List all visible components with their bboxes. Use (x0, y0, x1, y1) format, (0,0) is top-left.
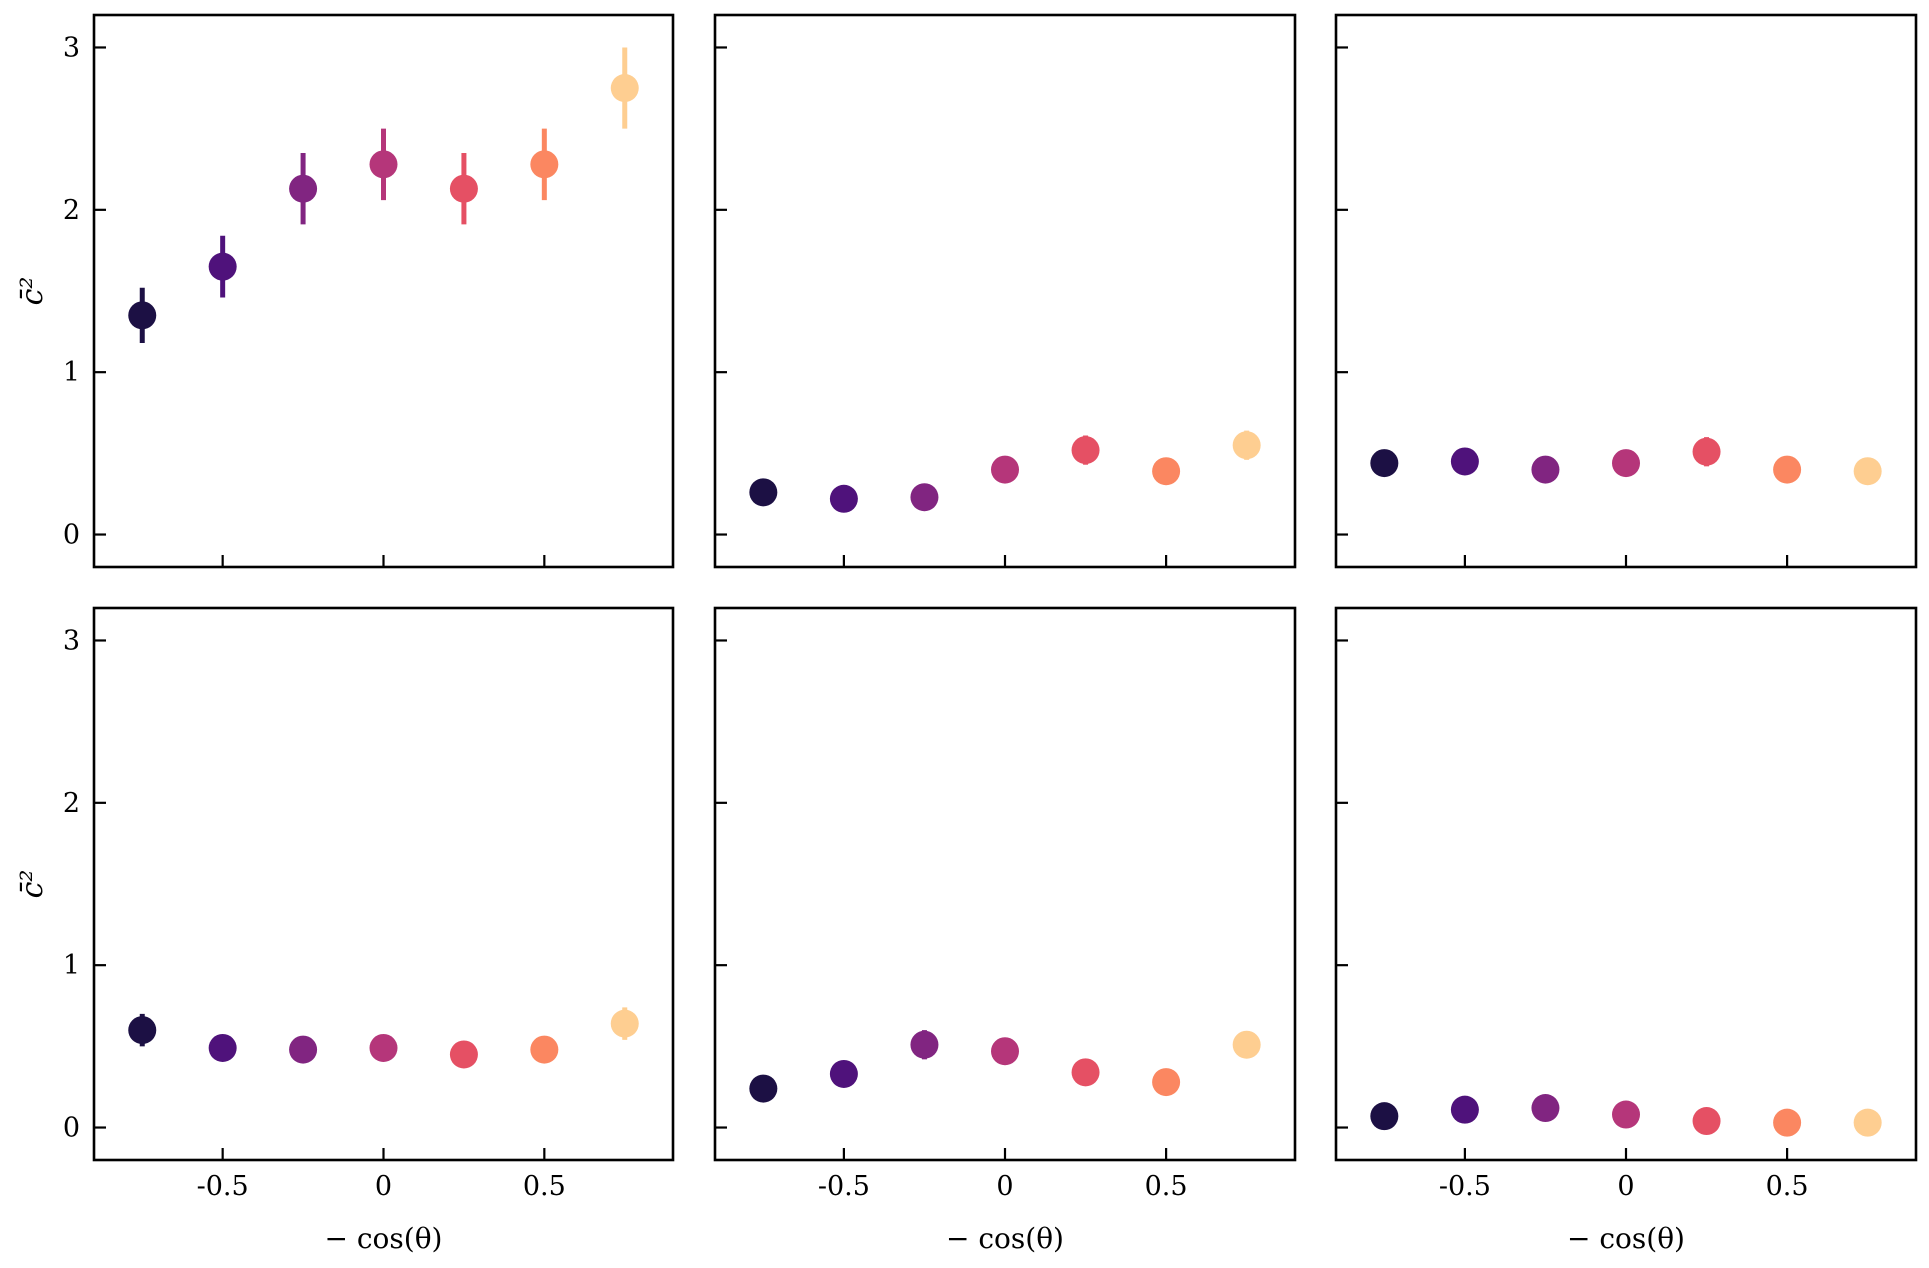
data-point (1370, 1102, 1399, 1131)
panel-frame (713, 606, 1297, 1162)
x-tick-label: -0.5 (818, 1171, 870, 1202)
data-point (991, 455, 1019, 484)
data-point (1450, 447, 1479, 476)
panels-group: 0 1 2 3 0 1 2 3 -0.5 0 0.5 -0.5 0 0.5 -0.5 0 0.5 (63, 13, 1918, 1202)
panel-frame (713, 13, 1297, 569)
labels-group: − cos(θ) − cos(θ) − cos(θ) c̄² c̄² (15, 277, 1685, 1255)
y-axis-label: c̄² (15, 277, 50, 306)
data-point (829, 1059, 858, 1088)
data-point (289, 174, 318, 203)
data-point (1232, 431, 1261, 460)
y-tick-label: 1 (63, 950, 80, 981)
data-point (910, 1030, 939, 1059)
data-point (749, 478, 778, 507)
data-point (128, 301, 157, 330)
data-point (910, 483, 939, 512)
data-point (369, 150, 398, 179)
y-tick-label: 0 (63, 1113, 80, 1144)
x-axis-label: − cos(θ) (325, 1222, 443, 1255)
panel-5: -0.5 0 0.5 (713, 606, 1297, 1202)
y-tick-label: 2 (63, 788, 80, 819)
data-point (1531, 1094, 1560, 1123)
panel-frame (92, 606, 675, 1162)
data-point (829, 484, 858, 513)
x-axis-label: − cos(θ) (946, 1222, 1064, 1255)
data-point (1853, 1108, 1882, 1137)
data-point (1232, 1030, 1261, 1059)
x-tick-label: 0.5 (1145, 1171, 1188, 1202)
y-tick-label: 1 (63, 357, 80, 388)
data-point (1773, 1108, 1802, 1137)
data-point (1692, 1107, 1721, 1136)
x-tick-label: 0 (1617, 1171, 1634, 1202)
y-tick-label: 0 (63, 520, 80, 551)
data-point (1152, 1068, 1181, 1097)
y-tick-label: 3 (63, 625, 80, 656)
x-tick-label: -0.5 (197, 1171, 249, 1202)
data-point (128, 1016, 157, 1045)
data-point (1612, 1100, 1640, 1129)
data-point (991, 1037, 1019, 1066)
data-point (289, 1035, 318, 1064)
x-tick-label: -0.5 (1439, 1171, 1491, 1202)
data-point (1152, 457, 1181, 486)
panel-4: 0 1 2 3 -0.5 0 0.5 (63, 606, 675, 1202)
data-point (208, 252, 237, 281)
data-point (610, 74, 639, 103)
data-point (530, 150, 559, 179)
x-axis-label: − cos(θ) (1567, 1222, 1685, 1255)
data-point (749, 1074, 778, 1103)
data-point (449, 1040, 478, 1069)
data-point (1531, 455, 1560, 484)
data-point (369, 1033, 398, 1062)
data-point (449, 174, 478, 203)
panel-1: 0 1 2 3 (63, 13, 675, 569)
y-tick-label: 3 (63, 32, 80, 63)
y-tick-label: 2 (63, 195, 80, 226)
panel-3 (1334, 13, 1918, 569)
panel-6: -0.5 0 0.5 (1334, 606, 1918, 1202)
panel-frame (1334, 606, 1918, 1162)
x-tick-label: 0 (996, 1171, 1013, 1202)
panel-2 (713, 13, 1297, 569)
data-point (208, 1033, 237, 1062)
data-point (1692, 437, 1721, 466)
data-point (1853, 457, 1882, 486)
y-axis-label: c̄² (15, 870, 50, 899)
x-tick-label: 0.5 (1766, 1171, 1809, 1202)
data-point (1071, 436, 1100, 465)
data-point (1773, 455, 1802, 484)
x-tick-label: 0 (375, 1171, 392, 1202)
data-point (1071, 1058, 1100, 1087)
data-point (1612, 449, 1640, 478)
data-point (530, 1035, 559, 1064)
x-tick-label: 0.5 (523, 1171, 566, 1202)
data-point (1450, 1095, 1479, 1124)
data-point (1370, 449, 1399, 478)
panel-frame (1334, 13, 1918, 569)
data-point (610, 1009, 639, 1038)
panel-frame (92, 13, 675, 569)
